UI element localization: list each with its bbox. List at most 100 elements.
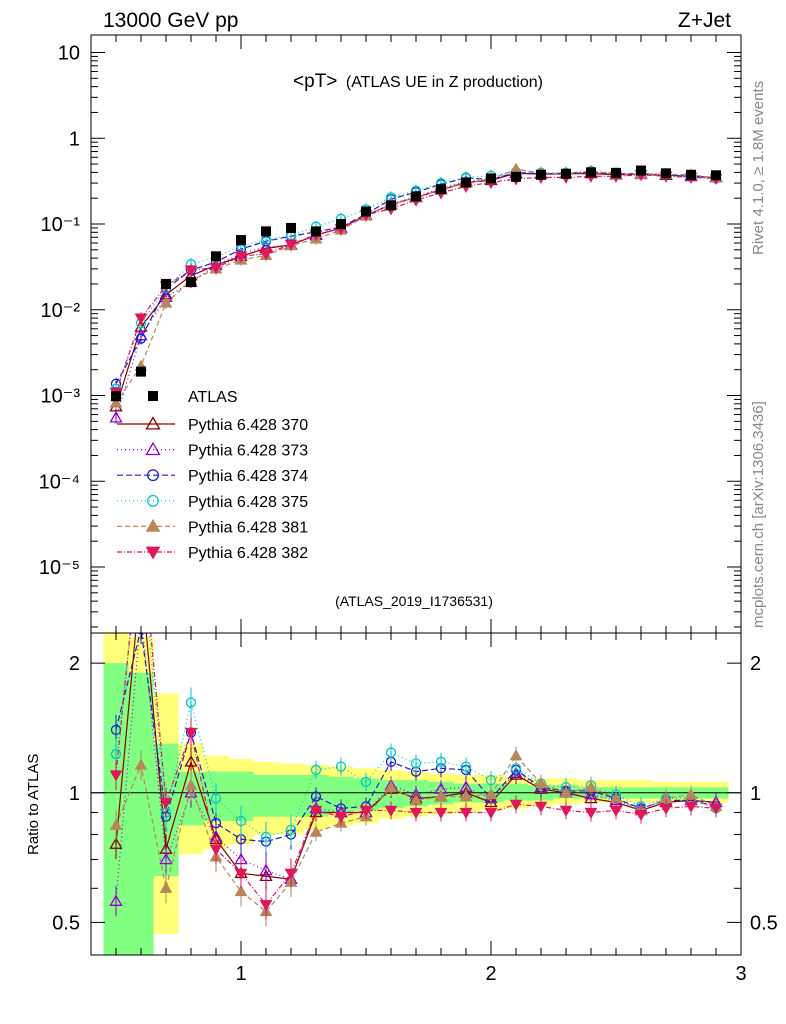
ratio-marker — [460, 761, 472, 772]
ratio-y-tick-label-left: 2 — [69, 653, 80, 675]
header-left: 13000 GeV pp — [103, 9, 238, 32]
legend-label: Pythia 6.428 370 — [188, 417, 308, 434]
ratio-marker — [184, 778, 198, 791]
source-label: mcplots.cern.ch [arXiv:1306.3436] — [750, 401, 767, 628]
ratio-marker — [184, 755, 198, 767]
ratio-marker — [459, 790, 473, 802]
rivet-version-label: Rivet 4.1.0, ≥ 1.8M events — [750, 81, 767, 255]
ratio-marker — [559, 805, 573, 817]
y-tick-label: 10⁻⁵ — [39, 557, 80, 579]
ratio-marker — [409, 807, 423, 819]
ratio-marker — [434, 807, 448, 819]
series-line — [115, 172, 717, 418]
atlas-data-points — [111, 165, 721, 402]
legend-label: Pythia 6.428 375 — [188, 494, 308, 511]
legend-label: Pythia 6.428 373 — [188, 443, 308, 460]
legend-marker — [147, 469, 159, 482]
y-tick-label: 10⁻⁴ — [39, 471, 80, 493]
ratio-marker — [335, 761, 347, 772]
data-point — [436, 184, 446, 195]
ratio-marker — [209, 844, 223, 856]
series-marker — [209, 262, 223, 275]
legend-label-atlas: ATLAS — [188, 389, 238, 406]
ratio-marker — [136, 544, 145, 553]
legend-marker — [145, 518, 161, 532]
ratio-marker — [136, 609, 147, 619]
ratio-x-tick-label: 3 — [735, 963, 746, 985]
data-point — [536, 169, 546, 180]
ratio-marker — [260, 831, 272, 843]
ratio-marker — [310, 791, 322, 802]
band-inner-segment — [253, 774, 279, 817]
ratio-marker — [109, 894, 123, 906]
ratio-ylabel: Ratio to ATLAS — [25, 754, 42, 855]
header-right: Z+Jet — [678, 9, 731, 32]
ratio-marker — [210, 793, 222, 804]
series-marker — [259, 249, 273, 261]
y-tick-label: 10 — [58, 43, 80, 65]
main-series — [109, 162, 723, 424]
data-point — [361, 206, 371, 217]
data-point — [261, 226, 271, 237]
data-point — [211, 251, 221, 262]
data-point — [561, 168, 571, 179]
ratio-marker — [185, 697, 197, 708]
data-point — [286, 222, 296, 233]
ratio-marker — [634, 809, 648, 822]
title-main: <pT> — [293, 71, 337, 92]
ratio-marker — [259, 899, 273, 912]
ratio-ticks: 0.5 0.5 1 1 2 2 1 2 3 — [52, 633, 778, 985]
data-point — [336, 219, 346, 230]
data-point — [661, 168, 671, 179]
legend-label: Pythia 6.428 382 — [188, 545, 308, 562]
y-tick-label: 10⁻³ — [41, 386, 81, 408]
ratio-marker — [334, 812, 348, 824]
ratio-y-tick-label-left: 0.5 — [52, 912, 80, 934]
ratio-marker — [109, 770, 123, 782]
ratio-marker — [109, 818, 123, 831]
ratio-marker — [484, 807, 498, 819]
ratio-panel: 0.5 0.5 1 1 2 2 1 2 3 Ratio to ATLAS — [25, 544, 778, 985]
ratio-series — [109, 544, 723, 927]
ratio-marker — [235, 815, 247, 827]
series-marker — [109, 396, 123, 408]
ratio-marker — [534, 801, 548, 813]
ratio-marker — [159, 797, 173, 809]
data-point — [636, 165, 646, 176]
ratio-marker — [709, 803, 723, 815]
data-point — [461, 177, 471, 188]
y-tick-label: 10⁻¹ — [41, 214, 81, 236]
data-point — [186, 277, 196, 288]
ratio-marker — [559, 786, 573, 798]
data-point — [161, 278, 171, 289]
y-tick-label: 1 — [69, 128, 80, 150]
ratio-marker — [184, 727, 198, 740]
ratio-y-tick-label-right: 2 — [750, 653, 761, 675]
data-point — [511, 171, 521, 182]
title-sub: (ATLAS UE in Z production) — [346, 74, 543, 91]
legend: ATLAS Pythia 6.428 370 Pythia 6.428 373 Pyt… — [117, 389, 308, 562]
data-point — [711, 170, 721, 181]
data-point — [411, 191, 421, 202]
ratio-marker — [584, 780, 598, 792]
ratio-marker — [384, 780, 398, 792]
ratio-marker — [284, 868, 298, 880]
ratio-marker — [210, 818, 222, 829]
ratio-marker — [434, 790, 448, 802]
ratio-x-tick-label: 1 — [235, 963, 246, 985]
ratio-marker — [134, 758, 148, 770]
ratio-marker — [360, 776, 372, 788]
band-inner-segment — [128, 672, 154, 955]
series-marker — [135, 333, 147, 344]
ratio-marker — [384, 805, 398, 817]
band-inner-segment — [503, 783, 529, 801]
data-point — [486, 173, 496, 184]
series-marker — [284, 239, 298, 251]
data-point — [311, 226, 321, 237]
legend-marker-atlas — [148, 391, 158, 401]
data-point — [386, 200, 396, 211]
data-point — [611, 167, 621, 178]
ratio-marker — [159, 881, 173, 893]
ratio-x-tick-label: 2 — [485, 963, 496, 985]
